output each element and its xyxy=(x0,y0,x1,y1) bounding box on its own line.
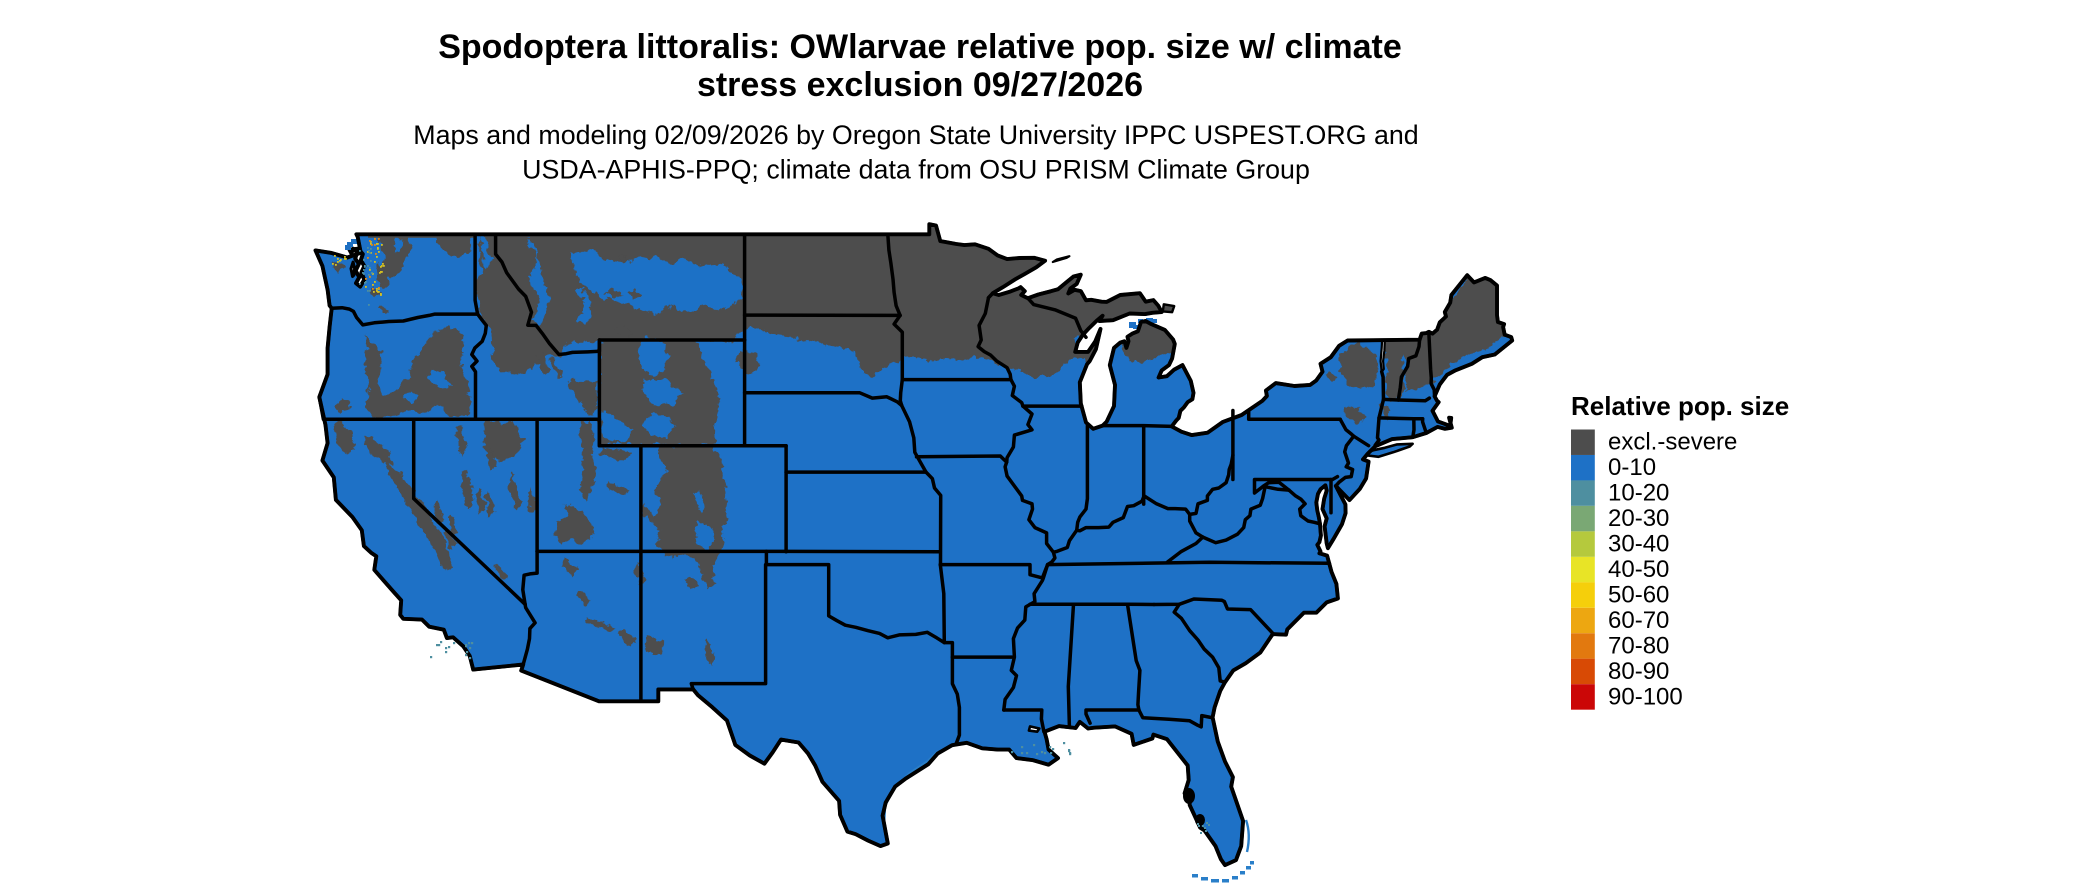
svg-text:Spodoptera littoralis: OWlarva: Spodoptera littoralis: OWlarvae relative… xyxy=(438,28,1402,66)
svg-text:70-80: 70-80 xyxy=(1608,633,1669,660)
svg-text:50-60: 50-60 xyxy=(1608,582,1669,609)
svg-text:Maps and modeling 02/09/2026 b: Maps and modeling 02/09/2026 by Oregon S… xyxy=(413,120,1418,150)
svg-text:10-20: 10-20 xyxy=(1608,480,1669,507)
svg-text:40-50: 40-50 xyxy=(1608,556,1669,583)
svg-text:20-30: 20-30 xyxy=(1608,505,1669,532)
svg-text:0-10: 0-10 xyxy=(1608,454,1656,481)
svg-text:60-70: 60-70 xyxy=(1608,607,1669,634)
svg-text:Relative pop. size: Relative pop. size xyxy=(1571,391,1789,421)
svg-text:90-100: 90-100 xyxy=(1608,683,1683,710)
svg-text:stress exclusion 09/27/2026: stress exclusion 09/27/2026 xyxy=(697,66,1143,104)
svg-text:excl.-severe: excl.-severe xyxy=(1608,429,1737,456)
svg-text:30-40: 30-40 xyxy=(1608,531,1669,558)
svg-text:80-90: 80-90 xyxy=(1608,658,1669,685)
svg-text:USDA-APHIS-PPQ; climate data f: USDA-APHIS-PPQ; climate data from OSU PR… xyxy=(522,155,1310,185)
